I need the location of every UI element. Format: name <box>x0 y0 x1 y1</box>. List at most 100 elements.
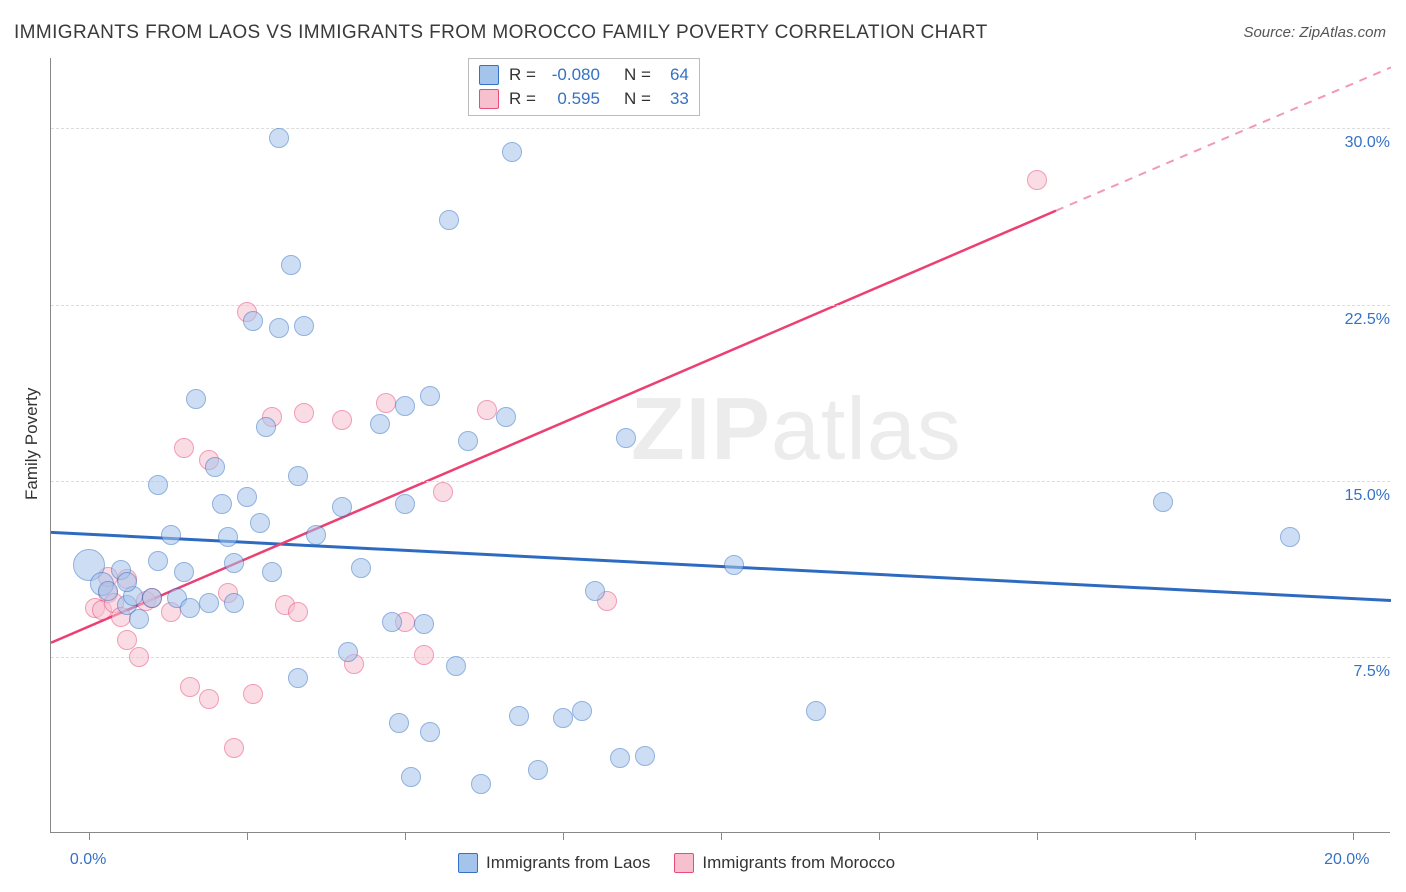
legend-item-laos: Immigrants from Laos <box>458 853 650 873</box>
data-point-laos <box>471 774 491 794</box>
data-point-laos <box>218 527 238 547</box>
data-point-laos <box>269 318 289 338</box>
data-point-laos <box>243 311 263 331</box>
x-tick <box>563 832 564 840</box>
watermark: ZIPatlas <box>631 378 962 480</box>
data-point-laos <box>724 555 744 575</box>
data-point-morocco <box>180 677 200 697</box>
x-tick <box>89 832 90 840</box>
data-point-laos <box>806 701 826 721</box>
data-point-morocco <box>414 645 434 665</box>
data-point-morocco <box>174 438 194 458</box>
data-point-laos <box>610 748 630 768</box>
data-point-laos <box>1280 527 1300 547</box>
x-tick <box>247 832 248 840</box>
data-point-morocco <box>288 602 308 622</box>
data-point-morocco <box>477 400 497 420</box>
data-point-laos <box>553 708 573 728</box>
r-value-laos: -0.080 <box>546 65 600 85</box>
n-label: N = <box>624 65 651 85</box>
data-point-laos <box>306 525 326 545</box>
data-point-laos <box>161 525 181 545</box>
data-point-laos <box>370 414 390 434</box>
data-point-laos <box>281 255 301 275</box>
data-point-morocco <box>129 647 149 667</box>
x-tick <box>721 832 722 840</box>
data-point-laos <box>250 513 270 533</box>
y-axis-title: Family Poverty <box>22 388 42 500</box>
data-point-laos <box>382 612 402 632</box>
swatch-morocco-icon <box>674 853 694 873</box>
data-point-laos <box>420 386 440 406</box>
x-axis-max-label: 20.0% <box>1324 851 1369 869</box>
x-tick <box>1037 832 1038 840</box>
x-tick <box>1195 832 1196 840</box>
data-point-laos <box>635 746 655 766</box>
y-tick-label: 15.0% <box>1330 487 1390 505</box>
legend-label-morocco: Immigrants from Morocco <box>702 853 895 873</box>
series-legend: Immigrants from Laos Immigrants from Mor… <box>458 853 895 873</box>
swatch-morocco-icon <box>479 89 499 109</box>
data-point-laos <box>199 593 219 613</box>
data-point-laos <box>414 614 434 634</box>
x-axis-min-label: 0.0% <box>70 851 106 869</box>
data-point-laos <box>585 581 605 601</box>
data-point-laos <box>224 593 244 613</box>
data-point-morocco <box>243 684 263 704</box>
n-value-morocco: 33 <box>661 89 689 109</box>
data-point-laos <box>98 581 118 601</box>
data-point-morocco <box>433 482 453 502</box>
swatch-laos-icon <box>458 853 478 873</box>
r-value-morocco: 0.595 <box>546 89 600 109</box>
x-tick <box>879 832 880 840</box>
data-point-laos <box>458 431 478 451</box>
data-point-laos <box>224 553 244 573</box>
x-tick <box>405 832 406 840</box>
data-point-laos <box>288 466 308 486</box>
watermark-right: atlas <box>771 379 962 478</box>
legend-label-laos: Immigrants from Laos <box>486 853 650 873</box>
n-value-laos: 64 <box>661 65 689 85</box>
data-point-laos <box>395 494 415 514</box>
data-point-laos <box>129 609 149 629</box>
data-point-morocco <box>199 689 219 709</box>
r-label: R = <box>509 65 536 85</box>
x-tick <box>1353 832 1354 840</box>
data-point-morocco <box>224 738 244 758</box>
data-point-laos <box>528 760 548 780</box>
data-point-laos <box>509 706 529 726</box>
data-point-laos <box>389 713 409 733</box>
data-point-laos <box>420 722 440 742</box>
data-point-laos <box>237 487 257 507</box>
legend-item-morocco: Immigrants from Morocco <box>674 853 895 873</box>
data-point-laos <box>351 558 371 578</box>
data-point-laos <box>262 562 282 582</box>
r-label: R = <box>509 89 536 109</box>
grid-line-h <box>51 657 1390 658</box>
data-point-laos <box>401 767 421 787</box>
y-tick-label: 30.0% <box>1330 134 1390 152</box>
grid-line-h <box>51 128 1390 129</box>
chart-title: IMMIGRANTS FROM LAOS VS IMMIGRANTS FROM … <box>14 22 988 44</box>
data-point-laos <box>205 457 225 477</box>
stats-row-laos: R = -0.080 N = 64 <box>479 63 689 87</box>
data-point-laos <box>186 389 206 409</box>
data-point-morocco <box>294 403 314 423</box>
regression-lines-svg <box>51 58 1391 833</box>
grid-line-h <box>51 481 1390 482</box>
data-point-laos <box>332 497 352 517</box>
data-point-morocco <box>1027 170 1047 190</box>
data-point-morocco <box>376 393 396 413</box>
y-tick-label: 7.5% <box>1330 663 1390 681</box>
data-point-laos <box>148 475 168 495</box>
source-attribution: Source: ZipAtlas.com <box>1243 24 1386 41</box>
data-point-laos <box>174 562 194 582</box>
data-point-laos <box>1153 492 1173 512</box>
data-point-laos <box>256 417 276 437</box>
plot-area: ZIPatlas <box>50 58 1390 833</box>
data-point-laos <box>446 656 466 676</box>
data-point-laos <box>395 396 415 416</box>
data-point-laos <box>148 551 168 571</box>
data-point-laos <box>572 701 592 721</box>
data-point-laos <box>142 588 162 608</box>
